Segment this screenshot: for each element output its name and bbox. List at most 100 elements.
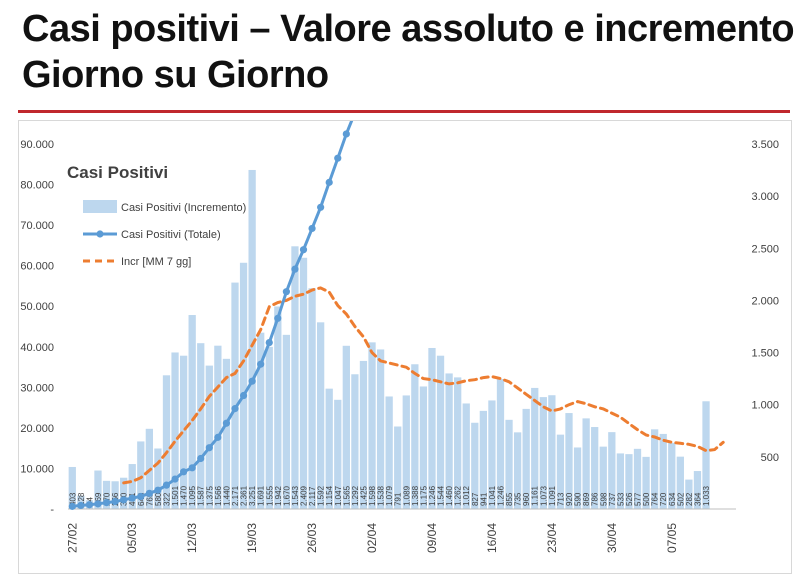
increment-bar-label: 1.041 (488, 485, 497, 506)
increment-bar (282, 334, 291, 509)
left-axis-tick-label: 70.000 (20, 220, 54, 232)
increment-bar-label: 2.171 (231, 485, 240, 506)
total-cases-point (94, 500, 102, 508)
increment-bar (436, 355, 445, 509)
increment-bar (676, 456, 684, 509)
total-cases-point (68, 502, 76, 510)
total-cases-point (274, 314, 282, 322)
increment-bar-label: 403 (68, 492, 77, 506)
total-cases-point (77, 501, 85, 510)
increment-bar (616, 453, 625, 509)
increment-bar (162, 375, 171, 509)
increment-bar (488, 400, 496, 509)
legend-label: Casi Positivi (Totale) (121, 229, 221, 241)
slide-title: Casi positivi – Valore assoluto e increm… (22, 6, 795, 98)
x-axis-tick-label: 07/05 (665, 523, 679, 553)
increment-bar (257, 332, 265, 509)
increment-bar (522, 408, 530, 509)
increment-bar-label: 1.501 (171, 485, 180, 506)
increment-bar (299, 257, 308, 509)
increment-bar (548, 395, 556, 509)
x-axis-tick-label: 05/03 (125, 523, 139, 553)
total-cases-point (291, 265, 299, 273)
right-axis-tick-label: 500 (761, 452, 779, 464)
total-cases-point (197, 454, 205, 463)
increment-bar-label: 1.047 (334, 485, 343, 506)
increment-bar (214, 345, 222, 509)
increment-bar-label: 577 (634, 492, 643, 506)
increment-bar-label: 598 (599, 492, 608, 506)
left-axis-tick-label: 30.000 (20, 382, 54, 394)
increment-bar-label: 735 (514, 492, 523, 506)
increment-bar-label: 1.161 (531, 485, 540, 506)
increment-bar-label: 1.555 (265, 485, 274, 506)
increment-bar-label: 1.246 (428, 485, 437, 506)
total-cases-point (325, 178, 333, 186)
total-cases-point (205, 444, 213, 452)
increment-bar (179, 355, 188, 509)
increment-bar-label: 960 (522, 492, 531, 506)
increment-bar (685, 479, 693, 509)
increment-bar-label: 1.587 (197, 485, 206, 506)
total-cases-point (308, 224, 316, 233)
increment-bar (291, 246, 299, 509)
increment-bar (120, 477, 128, 509)
increment-bar-label: 502 (676, 492, 685, 506)
left-axis-tick-label: 60.000 (20, 261, 54, 273)
right-axis-tick-label: 2.500 (751, 243, 779, 255)
increment-bar (539, 397, 547, 509)
total-cases-point (231, 405, 239, 413)
increment-bar (633, 448, 642, 509)
increment-bar-label: 2.117 (308, 486, 317, 506)
increment-bar (94, 470, 102, 509)
legend-label: Incr [MM 7 gg] (121, 256, 191, 268)
increment-bar-label: 500 (642, 492, 651, 506)
x-axis-tick-label: 02/04 (365, 523, 379, 553)
increment-bar (154, 448, 162, 509)
increment-bar (394, 426, 402, 509)
increment-bar-label: 1.544 (437, 485, 446, 506)
increment-bar-label: 364 (693, 492, 702, 506)
slide-title-line-2: Giorno su Giorno (22, 54, 329, 96)
increment-bar (608, 432, 616, 509)
x-axis-tick-label: 30/04 (605, 523, 619, 553)
increment-bar-label: 2.409 (300, 485, 309, 506)
increment-bar-label: 1.565 (342, 485, 351, 506)
increment-bar-label: 1.375 (205, 485, 214, 506)
increment-bar (197, 343, 205, 509)
total-cases-point (137, 492, 145, 501)
legend-swatch-total-marker (96, 230, 104, 238)
casi-positivi-chart: - 10.000 20.000 30.000 40.000 50.000 60.000 70.… (20, 0, 779, 553)
increment-bar-label: 1.175 (419, 485, 428, 506)
increment-bar (239, 262, 248, 509)
increment-bar (325, 388, 333, 509)
left-axis-tick-label: 50.000 (20, 301, 54, 313)
increment-bar-label: 128 (77, 492, 86, 506)
increment-bar-label: 920 (565, 492, 574, 506)
total-cases-point (214, 433, 222, 441)
total-cases-point (239, 391, 248, 400)
increment-bar (445, 373, 453, 509)
increment-bar (454, 377, 462, 509)
increment-bar (231, 282, 239, 509)
increment-bar-label: 1.095 (188, 485, 197, 506)
total-cases-point (85, 501, 94, 509)
increment-bar-label: 1.089 (402, 485, 411, 506)
increment-bar (342, 345, 350, 509)
legend-label: Casi Positivi (Incremento) (121, 202, 246, 214)
increment-bar (428, 347, 436, 509)
total-cases-point (102, 498, 111, 507)
total-cases-point (222, 419, 231, 427)
x-axis-tick-label: 12/03 (185, 523, 199, 553)
increment-bar (265, 346, 273, 509)
increment-bar-label: 1.440 (222, 485, 231, 506)
increment-bar (171, 352, 179, 509)
increment-bar-label: 1.154 (325, 485, 334, 506)
increment-bar (505, 419, 513, 509)
increment-bar (573, 447, 582, 509)
increment-bar (222, 358, 231, 509)
x-axis-tick-label: 16/04 (485, 523, 499, 553)
total-cases-point (265, 339, 273, 347)
increment-bar-label: 580 (154, 492, 163, 506)
increment-bar-label: 713 (556, 492, 565, 506)
